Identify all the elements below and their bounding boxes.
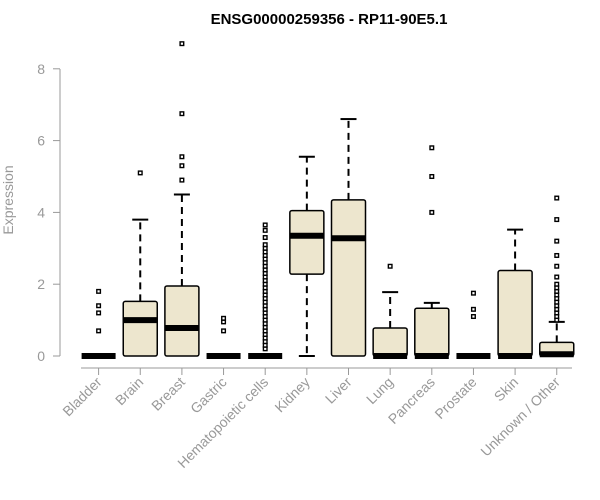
outlier-point [554, 238, 560, 244]
outlier-point [429, 209, 435, 215]
outlier-point [96, 288, 102, 294]
box-unknown-other [539, 195, 575, 358]
outlier-point [262, 222, 268, 228]
outlier-point [179, 177, 185, 183]
box-breast [164, 41, 200, 357]
outlier-point [554, 274, 560, 280]
outlier-point [387, 263, 393, 269]
x-tick-label: Kidney [271, 374, 313, 416]
iqr-box [164, 285, 200, 357]
outlier-point [96, 328, 102, 334]
outlier-point [179, 111, 185, 117]
box-bladder [81, 288, 116, 359]
x-tick-label: Lung [363, 374, 396, 407]
outlier-point [179, 163, 185, 169]
outlier-point [554, 281, 560, 287]
outlier-point [262, 235, 268, 241]
y-tick-label: 2 [37, 276, 45, 292]
iqr-box [497, 269, 533, 357]
outlier-point [429, 145, 435, 151]
box-prostate [456, 290, 491, 359]
outlier-point [470, 290, 476, 296]
iqr-box [330, 199, 367, 357]
box-liver [330, 118, 367, 357]
iqr-box [289, 209, 325, 275]
outlier-point [554, 195, 560, 201]
outlier-point [137, 170, 143, 176]
outlier-point [96, 310, 102, 316]
outlier-point [554, 217, 560, 223]
x-tick-label: Liver [322, 374, 355, 407]
y-axis-ticks: 0 2 4 6 8 [37, 61, 60, 364]
outlier-point [429, 173, 435, 179]
box-lung [372, 263, 408, 359]
outlier-point [96, 303, 102, 309]
outlier-point [179, 41, 185, 47]
iqr-box [414, 307, 450, 357]
y-tick-label: 6 [37, 133, 45, 149]
box-skin [497, 228, 533, 359]
x-tick-label: Bladder [59, 374, 105, 420]
outlier-point [221, 315, 227, 321]
box-brain [122, 170, 158, 357]
outlier-point [470, 306, 476, 312]
box-gastric [206, 315, 241, 359]
y-tick-label: 4 [37, 204, 45, 220]
outlier-point [179, 154, 185, 160]
iqr-box [372, 327, 408, 357]
box-hematopoietic-cells [248, 222, 283, 359]
box-kidney [289, 155, 325, 357]
y-tick-label: 8 [37, 61, 45, 77]
x-tick-label: Prostate [431, 374, 479, 422]
outlier-point [221, 328, 227, 334]
x-tick-label: Brain [112, 374, 146, 408]
outlier-point [470, 314, 476, 320]
outlier-point [262, 227, 268, 233]
y-axis-label: Expression [0, 165, 16, 234]
y-tick-label: 0 [37, 348, 45, 364]
outlier-point [262, 242, 268, 248]
iqr-box [122, 300, 158, 357]
outlier-point [554, 252, 560, 258]
box-series [81, 41, 575, 359]
x-tick-label: Breast [148, 374, 188, 414]
chart-title: ENSG00000259356 - RP11-90E5.1 [211, 11, 448, 28]
x-tick-label: Skin [491, 374, 522, 405]
x-tick-label: Unknown / Other [477, 374, 563, 460]
box-pancreas [414, 145, 450, 359]
outlier-point [554, 263, 560, 269]
